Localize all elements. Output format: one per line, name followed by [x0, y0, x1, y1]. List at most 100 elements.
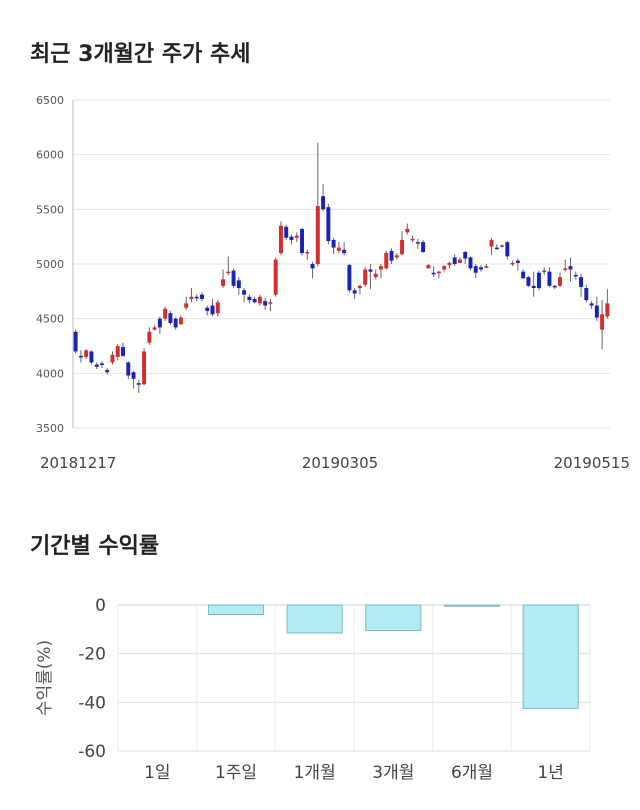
x-category-label: 1년 [537, 763, 563, 783]
y-tick-label: -60 [78, 742, 106, 762]
candle-body [484, 266, 489, 268]
candle-body [568, 266, 573, 270]
candle-body [347, 265, 352, 291]
y-tick-label: 6500 [36, 94, 64, 107]
candle-body [115, 346, 120, 357]
candle-body [336, 247, 341, 251]
candle-body [289, 236, 294, 240]
candle-body [331, 239, 336, 248]
candle-body [131, 372, 136, 379]
returns-bar-chart: 0 -20 -40 -60 1일 1주일 1개월 3개월 6개월 1년 수익률(%) [35, 596, 591, 783]
candle-body [510, 262, 515, 265]
candle-body [168, 313, 173, 324]
candle-body [321, 196, 326, 210]
y-tick-label: -40 [78, 693, 106, 713]
y-tick-label: 6000 [36, 149, 64, 162]
candle-body [600, 314, 605, 330]
candle-body [500, 245, 505, 247]
x-category-label: 1개월 [294, 763, 336, 783]
candle-body [384, 253, 389, 269]
candle-body [542, 270, 547, 273]
return-bar [286, 604, 343, 634]
candle-body [526, 277, 531, 286]
candle-body [552, 285, 557, 288]
y-tick-label: 4500 [36, 313, 64, 326]
x-date-label: 20190515 [554, 454, 630, 472]
candle-body [468, 257, 473, 269]
candle-body [573, 274, 578, 277]
candle-body [305, 251, 310, 254]
candle-body [184, 303, 189, 308]
candle-body [268, 302, 273, 304]
candle-body [342, 249, 347, 254]
candle-body [505, 242, 510, 257]
candle-body [326, 207, 331, 242]
candle-body [263, 301, 268, 306]
candle-body [157, 318, 162, 328]
candle-body [594, 305, 599, 318]
candle-body [584, 288, 589, 301]
return-bar [522, 604, 579, 709]
candle-body [242, 290, 247, 295]
candle-body [389, 250, 394, 261]
candle-body [589, 303, 594, 306]
candle-body [284, 226, 289, 238]
candle-body [178, 317, 183, 325]
candle-body [294, 235, 299, 238]
candle-body [257, 296, 262, 304]
candle-body [247, 296, 252, 301]
candle-body [136, 383, 141, 385]
candle-body [457, 259, 462, 263]
candle-body [363, 269, 368, 285]
candle-body [605, 303, 610, 317]
candle-body [515, 260, 520, 263]
candle-body [494, 247, 499, 250]
candle-body [373, 273, 378, 278]
candle-body [147, 331, 152, 343]
candle-body [563, 268, 568, 270]
candle-body [215, 302, 220, 314]
x-category-label: 1일 [144, 763, 170, 783]
candle-body [473, 266, 478, 273]
candle-body [210, 305, 215, 315]
candle-body [105, 370, 110, 373]
candle-body [536, 272, 541, 289]
candle-body [547, 271, 552, 286]
candle-body [252, 298, 257, 303]
candle-body [78, 355, 83, 358]
return-bar [443, 604, 501, 607]
candle-body [163, 308, 168, 319]
candle-body [236, 280, 241, 289]
candle-body [479, 267, 483, 270]
candle-body [531, 285, 536, 289]
candle-body [73, 331, 78, 352]
candle-body [410, 238, 415, 241]
candle-body [278, 225, 283, 254]
candle-body [442, 266, 447, 270]
candle-body [394, 255, 399, 258]
candle-body [489, 239, 494, 247]
x-category-label: 1주일 [215, 763, 257, 783]
y-tick-label: 5000 [36, 258, 64, 271]
y-tick-label: 3500 [36, 422, 64, 435]
candle-body [400, 239, 405, 255]
candle-body [142, 351, 147, 385]
candle-body [357, 285, 362, 289]
candle-body [110, 354, 115, 363]
candle-body [421, 242, 426, 252]
candle-body [189, 296, 194, 299]
x-category-label: 3개월 [372, 763, 414, 783]
candle-body [426, 265, 431, 269]
candle-body [200, 294, 204, 299]
candle-body [431, 272, 436, 275]
candle-body [99, 363, 104, 365]
candle-body [121, 347, 125, 356]
x-date-label: 20181217 [40, 454, 116, 472]
y-tick-label: 0 [95, 596, 106, 616]
candle-body [405, 229, 410, 233]
candle-body [463, 251, 468, 259]
candle-body [94, 364, 99, 367]
candlestick-chart: 3500 4000 4500 5000 5500 6000 6500 20181217 2019… [36, 94, 630, 472]
candle-body [521, 271, 526, 279]
candle-body [368, 269, 373, 272]
